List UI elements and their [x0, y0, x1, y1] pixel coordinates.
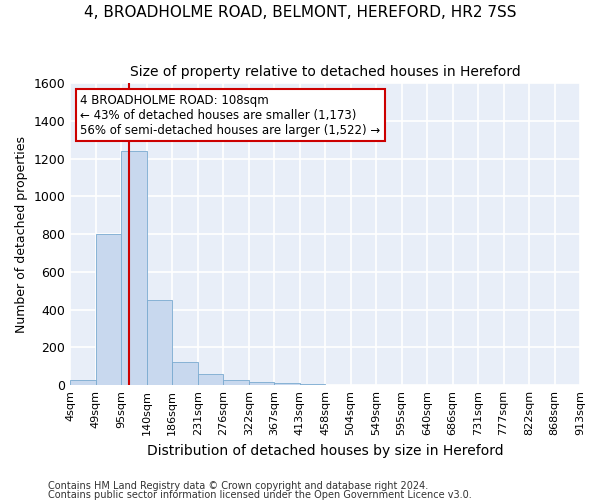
- X-axis label: Distribution of detached houses by size in Hereford: Distribution of detached houses by size …: [147, 444, 503, 458]
- Text: 4, BROADHOLME ROAD, BELMONT, HEREFORD, HR2 7SS: 4, BROADHOLME ROAD, BELMONT, HEREFORD, H…: [84, 5, 516, 20]
- Bar: [198, 374, 223, 385]
- Y-axis label: Number of detached properties: Number of detached properties: [15, 136, 28, 332]
- Bar: [274, 384, 299, 385]
- Bar: [172, 362, 198, 385]
- Bar: [299, 384, 325, 385]
- Bar: [70, 380, 96, 385]
- Title: Size of property relative to detached houses in Hereford: Size of property relative to detached ho…: [130, 65, 521, 79]
- Bar: [248, 382, 274, 385]
- Text: Contains HM Land Registry data © Crown copyright and database right 2024.: Contains HM Land Registry data © Crown c…: [48, 481, 428, 491]
- Text: Contains public sector information licensed under the Open Government Licence v3: Contains public sector information licen…: [48, 490, 472, 500]
- Bar: [147, 300, 172, 385]
- Bar: [121, 151, 147, 385]
- Bar: [96, 234, 121, 385]
- Text: 4 BROADHOLME ROAD: 108sqm
← 43% of detached houses are smaller (1,173)
56% of se: 4 BROADHOLME ROAD: 108sqm ← 43% of detac…: [80, 94, 381, 136]
- Bar: [223, 380, 248, 385]
